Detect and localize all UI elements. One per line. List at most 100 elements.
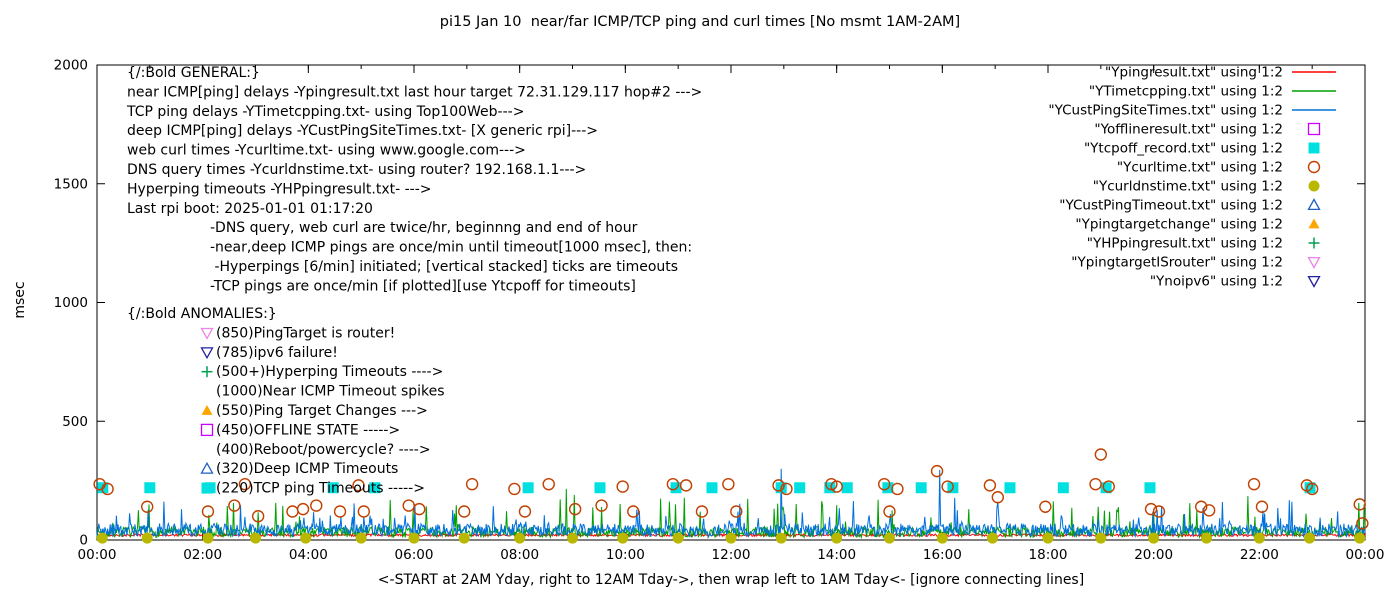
circle-open-marker: [1356, 517, 1369, 530]
circle-open-marker: [1039, 500, 1052, 513]
circle-filled-marker: [1354, 532, 1366, 544]
y-tick-label: 500: [62, 414, 88, 430]
circle-filled-marker: [617, 532, 629, 544]
triangle-down-open-marker: [1307, 275, 1321, 288]
x-tick-label: 00:00: [78, 547, 117, 563]
circle-open-marker: [595, 499, 608, 512]
note-line: -Hyperpings [6/min] initiated; [vertical…: [210, 259, 678, 275]
legend-label: "Ynoipv6" using 1:2: [1150, 274, 1283, 290]
general-line: Last rpi boot: 2025-01-01 01:17:20: [127, 201, 373, 217]
x-tick-label: 10:00: [606, 547, 645, 563]
circle-filled-marker: [567, 532, 578, 544]
circle-open-marker: [1094, 448, 1108, 461]
circle-open-marker: [730, 505, 743, 518]
circle-open-marker: [333, 505, 347, 518]
note-line: -DNS query, web curl are twice/hr, begin…: [210, 220, 638, 236]
circle-filled-marker: [202, 532, 214, 544]
circle-open-marker: [991, 491, 1005, 504]
circle-open-marker: [983, 479, 997, 492]
general-line: DNS query times -Ycurldnstime.txt- using…: [127, 162, 586, 178]
circle-open-marker: [286, 505, 299, 518]
anomaly-line: (400)Reboot/powercycle? ---->: [216, 442, 431, 458]
circle-open-marker: [201, 505, 215, 518]
circle-open-marker: [830, 480, 843, 493]
chart-title: pi15 Jan 10 near/far ICMP/TCP ping and c…: [439, 14, 961, 30]
circle-open-marker: [1202, 504, 1216, 517]
circle-open-marker: [695, 505, 709, 518]
triangle-down-open-marker: [200, 327, 214, 340]
circle-open-marker: [1305, 482, 1319, 496]
circle-open-marker: [352, 479, 365, 492]
y-tick-label: 1000: [54, 295, 88, 311]
circle-open-marker: [542, 477, 555, 491]
circle-filled-marker: [936, 532, 948, 544]
circle-filled-marker: [987, 532, 999, 544]
square-filled-marker: [1004, 482, 1016, 494]
circle-filled-marker: [250, 532, 261, 544]
square-filled-marker: [327, 482, 339, 494]
legend-label: "YpingtargetISrouter" using 1:2: [1071, 255, 1283, 271]
general-line: TCP ping delays -YTimetcpping.txt- using…: [126, 104, 524, 120]
general-line: Hyperping timeouts -YHPpingresult.txt- -…: [127, 181, 432, 197]
square-filled-marker: [144, 482, 156, 494]
triangle-down-open-marker: [200, 347, 214, 360]
circle-open-marker: [666, 477, 680, 491]
circle-filled-marker: [1308, 180, 1320, 192]
circle-filled-marker: [1148, 532, 1160, 544]
anomalies-header: {/:Bold ANOMALIES:}: [127, 306, 277, 322]
circle-open-marker: [1255, 500, 1269, 513]
circle-filled-marker: [300, 532, 312, 544]
x-tick-label: 16:00: [923, 547, 962, 563]
note-line: -near,deep ICMP pings are once/min until…: [210, 240, 692, 256]
anomaly-line: (1000)Near ICMP Timeout spikes: [216, 384, 445, 400]
triangle-up-open-marker: [200, 461, 214, 474]
circle-open-marker: [568, 502, 582, 516]
circle-open-marker: [616, 480, 629, 493]
circle-open-marker: [780, 482, 793, 496]
circle-filled-marker: [884, 532, 895, 544]
y-tick-label: 1500: [54, 176, 88, 192]
legend-label: "Ycurldnstime.txt" using 1:2: [1093, 179, 1283, 195]
circle-open-marker: [722, 477, 735, 491]
circle-open-marker: [518, 505, 532, 518]
triangle-down-open-marker: [1307, 256, 1321, 269]
legend-label: "YCustPingSiteTimes.txt" using 1:2: [1048, 103, 1283, 119]
triangle-up-filled-marker: [1308, 218, 1320, 229]
square-open-marker: [200, 423, 214, 437]
square-filled-marker: [201, 482, 213, 494]
square-filled-marker: [1057, 482, 1069, 494]
circle-filled-marker: [408, 532, 420, 544]
square-filled-marker: [841, 482, 853, 494]
general-line: web curl times -Ycurltime.txt- using www…: [127, 143, 526, 159]
circle-open-marker: [101, 482, 114, 496]
circle-filled-marker: [672, 532, 684, 544]
square-filled-marker: [670, 482, 682, 494]
anomaly-line: (220)TCP ping Timeouts ----->: [216, 481, 425, 497]
square-filled-marker: [1100, 482, 1112, 494]
circle-filled-marker: [831, 532, 843, 544]
x-tick-label: 22:00: [1240, 547, 1279, 563]
legend-label: "YHPpingresult.txt" using 1:2: [1087, 236, 1283, 252]
y-tick-label: 0: [79, 533, 88, 549]
circle-filled-marker: [775, 532, 787, 544]
circle-open-marker: [941, 480, 954, 493]
anomaly-line: (320)Deep ICMP Timeouts: [216, 461, 398, 477]
square-filled-marker: [794, 482, 806, 494]
circle-filled-marker: [96, 532, 108, 544]
triangle-up-filled-marker: [201, 405, 213, 415]
square-filled-marker: [706, 482, 718, 494]
circle-open-marker: [357, 505, 371, 518]
x-tick-label: 12:00: [712, 547, 751, 563]
circle-open-marker: [228, 499, 241, 512]
legend-label: "Ypingtargetchange" using 1:2: [1075, 217, 1283, 233]
circle-filled-marker: [1253, 532, 1265, 544]
circle-filled-marker: [1201, 532, 1212, 544]
circle-open-marker: [238, 477, 252, 491]
anomaly-line: (450)OFFLINE STATE ----->: [216, 422, 400, 438]
square-filled-marker: [1304, 482, 1316, 494]
x-tick-label: 14:00: [817, 547, 856, 563]
circle-open-marker: [772, 479, 785, 492]
square-filled-marker: [915, 482, 927, 494]
